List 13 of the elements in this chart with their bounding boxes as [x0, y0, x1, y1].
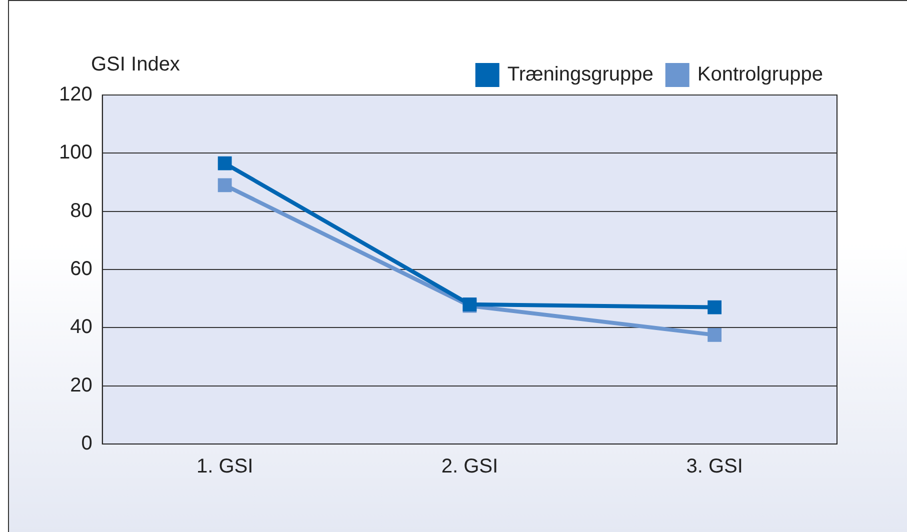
legend-label: Kontrolgruppe: [697, 64, 824, 86]
y-axis-title: GSI Index: [91, 54, 180, 76]
y-tick-label: 60: [70, 258, 92, 280]
x-tick-label: 1. GSI: [196, 456, 254, 478]
y-tick-label: 100: [58, 142, 92, 164]
x-tick-label: 3. GSI: [686, 456, 743, 478]
y-tick-label: 0: [81, 432, 92, 455]
y-tick-label: 80: [70, 200, 92, 222]
y-tick-label: 120: [58, 84, 92, 106]
y-tick-label: 20: [70, 374, 92, 396]
legend-label: Træningsgruppe: [507, 64, 654, 86]
x-tick-label: 2. GSI: [441, 456, 498, 478]
y-tick-label: 40: [70, 316, 92, 338]
